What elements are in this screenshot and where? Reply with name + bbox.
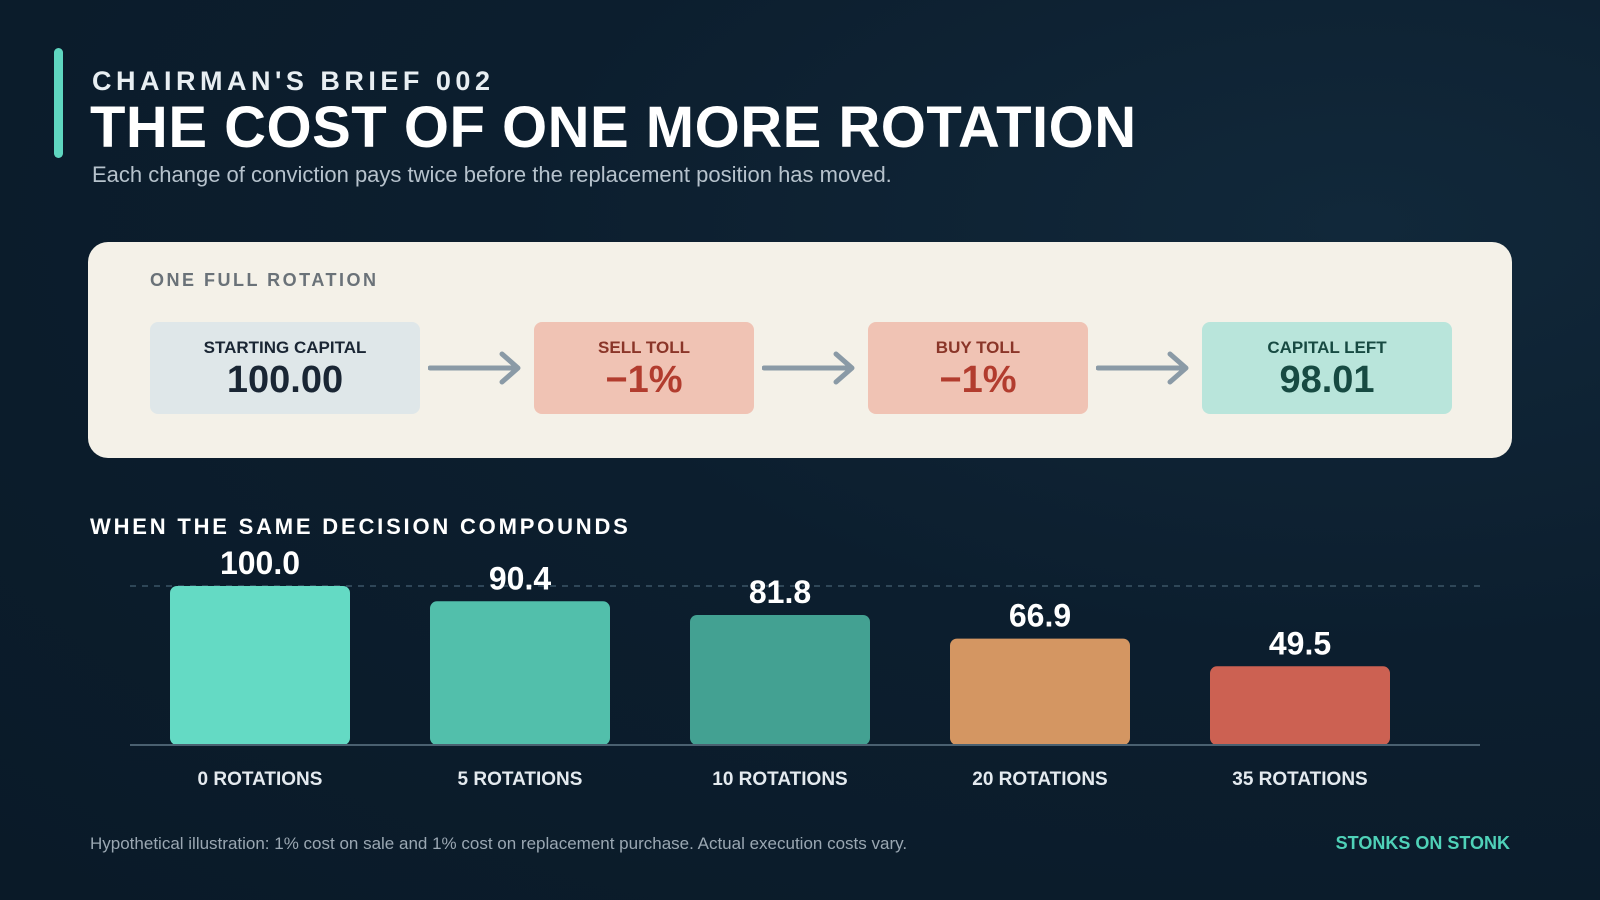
bar [170, 586, 350, 745]
chart-section-title: WHEN THE SAME DECISION COMPOUNDS [90, 514, 631, 539]
page-subtitle: Each change of conviction pays twice bef… [92, 162, 892, 187]
brand-label: STONKS ON STONK [1335, 833, 1510, 853]
bar-value-label: 49.5 [1269, 625, 1331, 661]
bar [430, 601, 610, 745]
bar-value-label: 90.4 [489, 560, 551, 596]
bar-value-label: 100.0 [220, 545, 300, 581]
category-label: 10 ROTATIONS [712, 769, 847, 790]
step-starting-capital: STARTING CAPITAL 100.00 [150, 322, 420, 414]
step-value: −1% [939, 359, 1017, 401]
category-label: 5 ROTATIONS [458, 769, 583, 790]
step-sell-toll: SELL TOLL −1% [534, 322, 754, 414]
footnote: Hypothetical illustration: 1% cost on sa… [90, 834, 908, 853]
step-label: BUY TOLL [935, 338, 1021, 357]
rotation-panel: ONE FULL ROTATION STARTING CAPITAL 100.0… [88, 242, 1512, 458]
step-value: −1% [605, 359, 683, 401]
header-kicker: CHAIRMAN'S BRIEF 002 [92, 66, 495, 96]
category-label: 20 ROTATIONS [972, 769, 1107, 790]
step-capital-left: CAPITAL LEFT 98.01 [1202, 322, 1452, 414]
step-buy-toll: BUY TOLL −1% [868, 322, 1088, 414]
step-label: SELL TOLL [598, 338, 690, 357]
step-value: 98.01 [1279, 359, 1375, 401]
arrow-right-icon [428, 351, 521, 385]
bar [690, 614, 870, 745]
step-label: STARTING CAPITAL [203, 338, 367, 357]
bar [1210, 666, 1390, 745]
bar-value-label: 66.9 [1009, 598, 1071, 634]
arrow-right-icon [1096, 351, 1189, 385]
step-value: 100.00 [226, 359, 344, 401]
page-title: THE COST OF ONE MORE ROTATION [90, 95, 1137, 160]
arrow-right-icon [762, 351, 855, 385]
header-accent-bar [54, 48, 63, 158]
category-label: 35 ROTATIONS [1232, 769, 1367, 790]
bar-value-label: 81.8 [749, 574, 811, 610]
step-label: CAPITAL LEFT [1267, 338, 1387, 357]
category-label: 0 ROTATIONS [198, 769, 323, 790]
bar [950, 638, 1130, 745]
rotation-panel-label: ONE FULL ROTATION [150, 270, 379, 290]
